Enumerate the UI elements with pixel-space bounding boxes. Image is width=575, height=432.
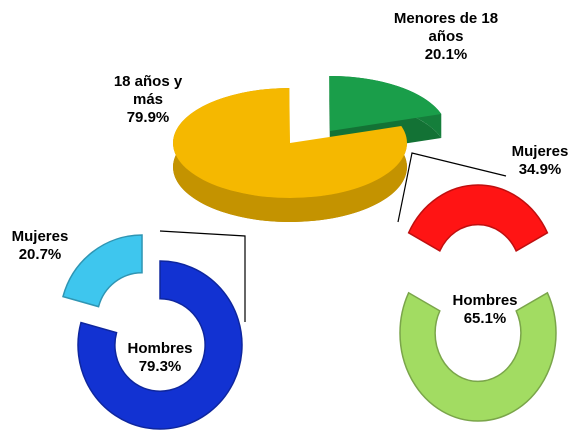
value-label: 79.3% (138, 358, 182, 375)
connector-line (159, 230, 246, 322)
donut-segment (62, 234, 143, 308)
category-label: 18 años y más (113, 73, 183, 108)
donut-segment (399, 291, 557, 422)
donut-segment (407, 184, 549, 252)
category-label: Menores de 18 años (393, 10, 499, 45)
category-label: Mujeres (11, 228, 69, 245)
slice (329, 76, 442, 131)
category-label: Hombres (452, 292, 518, 309)
category-label: Mujeres (511, 143, 569, 160)
value-label: 20.7% (18, 246, 62, 263)
value-label: 65.1% (463, 310, 507, 327)
slice (173, 88, 408, 198)
donut-segment (77, 260, 243, 430)
value-label: 20.1% (424, 46, 468, 63)
value-label: 34.9% (518, 161, 562, 178)
value-label: 79.9% (126, 109, 170, 126)
category-label: Hombres (127, 340, 193, 357)
connector-line (397, 152, 507, 223)
